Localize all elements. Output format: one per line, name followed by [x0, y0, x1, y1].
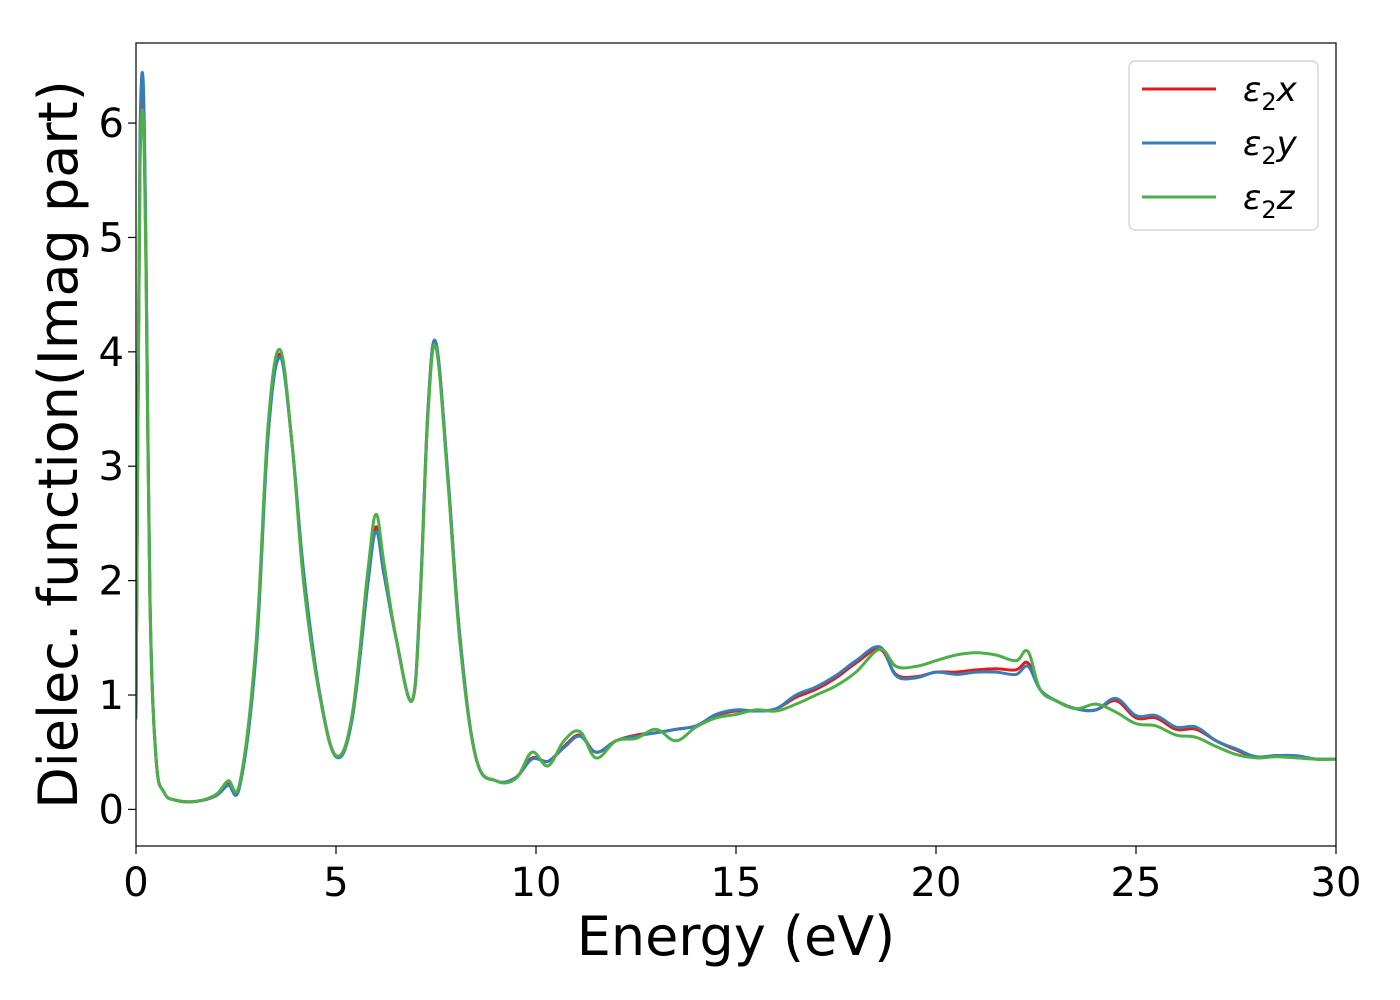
x-tick-label: 30 — [1311, 860, 1362, 906]
x-tick-label: 20 — [911, 860, 962, 906]
y-axis-title: Dielec. function(Imag part) — [27, 80, 90, 809]
y-tick-label: 3 — [99, 444, 124, 490]
x-tick-label: 5 — [323, 860, 348, 906]
legend-box — [1128, 60, 1319, 231]
y-tick-label: 0 — [99, 787, 124, 833]
y-tick-label: 5 — [99, 215, 124, 261]
x-tick-label: 15 — [711, 860, 762, 906]
legend: ε2x ε2y ε2z — [1128, 60, 1319, 231]
series-layer — [136, 71, 1336, 804]
x-tick-label: 0 — [123, 860, 148, 906]
series-line-z — [136, 108, 1336, 804]
legend-label-x: ε2x — [1243, 70, 1298, 116]
y-tick-label: 4 — [99, 330, 124, 376]
y-tick-label: 2 — [99, 559, 124, 605]
legend-label-z: ε2z — [1243, 178, 1296, 224]
y-axis: 0 1 2 3 4 5 6 — [99, 101, 136, 833]
legend-label-y: ε2y — [1243, 124, 1298, 170]
y-tick-label: 1 — [99, 673, 124, 719]
x-axis-title: Energy (eV) — [577, 905, 896, 968]
y-tick-label: 6 — [99, 101, 124, 147]
x-tick-label: 25 — [1111, 860, 1162, 906]
x-axis: 0 5 10 15 20 25 30 — [123, 846, 1361, 906]
x-tick-label: 10 — [511, 860, 562, 906]
